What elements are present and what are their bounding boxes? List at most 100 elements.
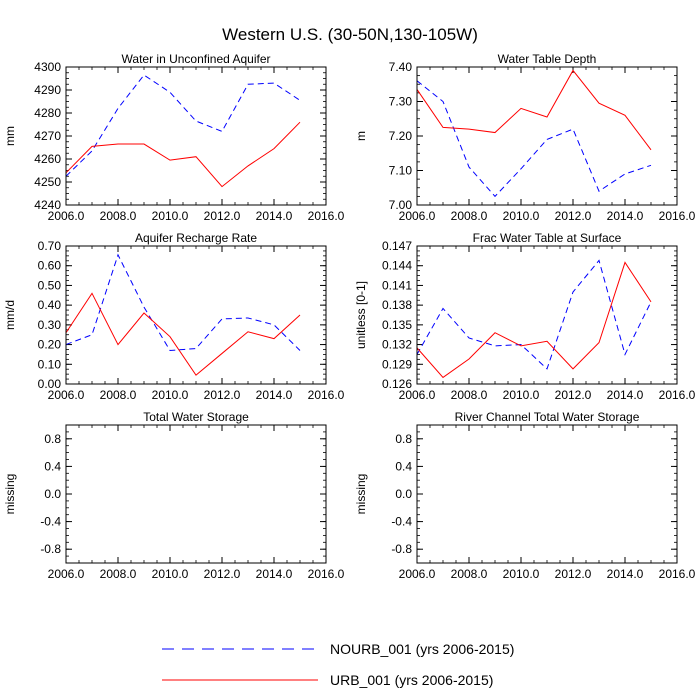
y-tick-label: 0.135	[382, 318, 412, 332]
legend: NOURB_001 (yrs 2006-2015) URB_001 (yrs 2…	[162, 641, 514, 688]
y-tick-label: 0.60	[38, 259, 62, 273]
y-tick-label: -0.4	[391, 515, 412, 529]
y-axis-label: missing	[354, 474, 368, 515]
x-tick-label: 2006.0	[48, 388, 85, 402]
y-tick-label: 0.40	[38, 298, 62, 312]
x-tick-label: 2012.0	[204, 209, 241, 223]
chart-panel-2: Aquifer Recharge Rate mm/d 2006.0 2008.0 201…	[3, 231, 345, 402]
x-tick-label: 2014.0	[607, 388, 644, 402]
y-tick-label: 0.10	[38, 357, 62, 371]
chart-panel-5: River Channel Total Water Storage missing…	[354, 410, 696, 581]
chart-panel-1: Water Table Depth m 2006.0 2008.0 2010.0 2012…	[354, 52, 696, 223]
y-tick-label: 0.132	[382, 338, 412, 352]
x-tick-label: 2012.0	[204, 388, 241, 402]
chart-panel-4: Total Water Storage missing 2006.0 2008.0 20…	[3, 410, 345, 581]
legend-label-nourb: NOURB_001 (yrs 2006-2015)	[330, 641, 514, 657]
y-tick-label: -0.8	[40, 542, 61, 556]
x-tick-label: 2008.0	[451, 388, 488, 402]
y-axis-label: m	[354, 131, 368, 141]
x-tick-label: 2006.0	[399, 567, 436, 581]
y-tick-label: 4240	[34, 198, 61, 212]
y-axis-label: mm/d	[3, 300, 17, 330]
chart-title: Water in Unconfined Aquifer	[122, 52, 271, 66]
x-tick-label: 2016.0	[659, 209, 696, 223]
x-tick-label: 2010.0	[503, 567, 540, 581]
series-line-urb	[416, 261, 652, 379]
chart-title: Water Table Depth	[498, 52, 597, 66]
plot-frame	[65, 245, 327, 385]
y-tick-label: 7.20	[389, 129, 413, 143]
x-tick-label: 2010.0	[503, 388, 540, 402]
x-tick-label: 2008.0	[451, 567, 488, 581]
x-tick-label: 2008.0	[100, 388, 137, 402]
y-tick-label: 0.126	[382, 377, 412, 391]
x-tick-label: 2012.0	[555, 209, 592, 223]
y-tick-label: 7.30	[389, 95, 413, 109]
series-line-nourb	[416, 80, 652, 198]
x-tick-label: 2012.0	[555, 388, 592, 402]
x-tick-label: 2008.0	[100, 209, 137, 223]
y-tick-label: 4260	[34, 152, 61, 166]
y-tick-label: -0.4	[40, 515, 61, 529]
chart-title: River Channel Total Water Storage	[455, 410, 640, 424]
plot-frame	[65, 424, 327, 564]
x-tick-label: 2010.0	[152, 388, 189, 402]
x-tick-label: 2016.0	[308, 388, 345, 402]
y-tick-label: 7.40	[389, 60, 413, 74]
y-tick-label: 7.10	[389, 164, 413, 178]
y-tick-label: 4250	[34, 175, 61, 189]
x-tick-label: 2008.0	[100, 567, 137, 581]
x-tick-label: 2014.0	[256, 567, 293, 581]
chart-title: Frac Water Table at Surface	[473, 231, 622, 245]
x-tick-label: 2006.0	[399, 388, 436, 402]
y-tick-label: 4280	[34, 106, 61, 120]
x-tick-label: 2010.0	[152, 567, 189, 581]
x-tick-label: 2014.0	[256, 209, 293, 223]
series-line-urb	[65, 121, 301, 188]
y-tick-label: 0.70	[38, 239, 62, 253]
series-line-urb	[65, 292, 301, 376]
chart-panels: Water in Unconfined Aquifer mm 2006.0 2008.…	[3, 52, 696, 581]
y-tick-label: 0.00	[38, 377, 62, 391]
x-tick-label: 2008.0	[451, 209, 488, 223]
plot-frame	[65, 66, 327, 206]
main-title: Western U.S. (30-50N,130-105W)	[222, 25, 478, 44]
x-tick-label: 2016.0	[308, 567, 345, 581]
x-tick-label: 2010.0	[503, 209, 540, 223]
x-tick-label: 2010.0	[152, 209, 189, 223]
y-axis-label: unitless [0-1]	[354, 281, 368, 349]
x-tick-label: 2006.0	[48, 567, 85, 581]
chart-title: Aquifer Recharge Rate	[135, 231, 257, 245]
y-tick-label: 0.4	[395, 459, 412, 473]
plot-frame	[416, 245, 678, 385]
plot-frame	[416, 66, 678, 206]
y-axis-label: missing	[3, 474, 17, 515]
chart-panel-0: Water in Unconfined Aquifer mm 2006.0 2008.…	[3, 52, 345, 223]
y-tick-label: 0.138	[382, 298, 412, 312]
y-tick-label: 0.129	[382, 357, 412, 371]
series-line-nourb	[65, 74, 301, 177]
y-tick-label: 4290	[34, 83, 61, 97]
y-tick-label: 0.141	[382, 278, 412, 292]
y-tick-label: 0.0	[395, 487, 412, 501]
y-tick-label: 0.30	[38, 318, 62, 332]
y-tick-label: 0.0	[44, 487, 61, 501]
y-tick-label: 0.4	[44, 459, 61, 473]
chart-title: Total Water Storage	[143, 410, 249, 424]
chart-panel-3: Frac Water Table at Surface unitless [0-1…	[354, 231, 696, 402]
y-tick-label: 0.20	[38, 338, 62, 352]
x-tick-label: 2014.0	[256, 388, 293, 402]
x-tick-label: 2016.0	[659, 567, 696, 581]
y-tick-label: 4270	[34, 129, 61, 143]
x-tick-label: 2006.0	[48, 209, 85, 223]
y-tick-label: 0.8	[395, 432, 412, 446]
x-tick-label: 2014.0	[607, 209, 644, 223]
x-tick-label: 2016.0	[659, 388, 696, 402]
x-tick-label: 2006.0	[399, 209, 436, 223]
y-axis-label: mm	[3, 126, 17, 146]
plot-frame	[416, 424, 678, 564]
y-tick-label: 0.147	[382, 239, 412, 253]
x-tick-label: 2014.0	[607, 567, 644, 581]
x-tick-label: 2012.0	[204, 567, 241, 581]
